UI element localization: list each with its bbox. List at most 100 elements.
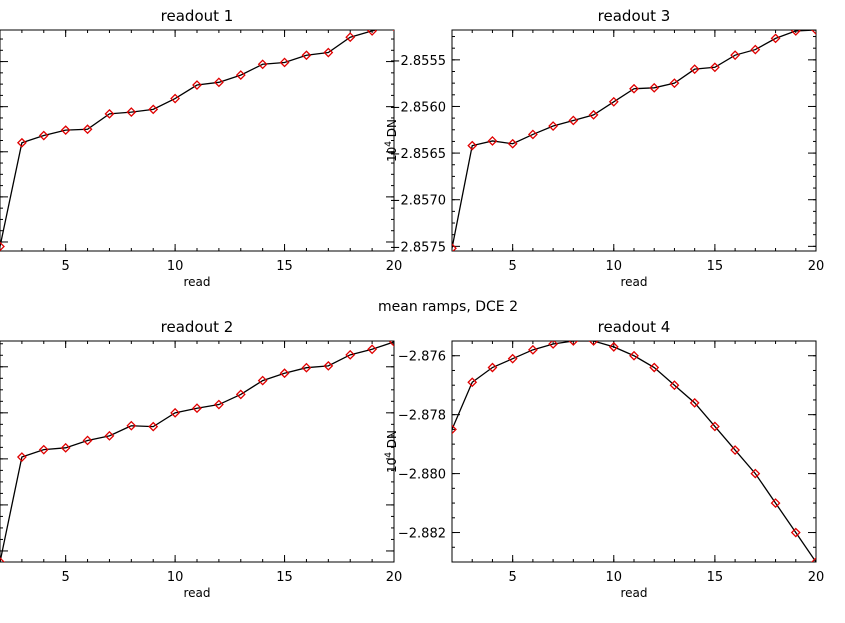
data-point: [452, 243, 457, 251]
data-point: [235, 70, 246, 81]
data-point: [669, 78, 680, 89]
data-point: [60, 125, 71, 136]
y-tick-label: −2.8570: [390, 194, 446, 209]
data-point: [811, 557, 816, 562]
data-point: [213, 399, 224, 410]
y-tick-label: −2.8575: [390, 240, 446, 255]
data-point: [213, 77, 224, 88]
data-point: [126, 107, 137, 118]
data-point: [730, 445, 741, 455]
y-tick-label: −2.8560: [390, 100, 446, 115]
panel-title: readout 1: [161, 7, 234, 25]
data-point: [669, 380, 680, 391]
chart-panel-1: 5101520−2.9000−2.8995−2.8990−2.8985−2.89…: [0, 7, 402, 289]
figure-title: mean ramps, DCE 2: [378, 299, 518, 315]
data-point: [38, 444, 49, 455]
data-point: [104, 430, 115, 441]
x-tick-label: 5: [62, 570, 70, 585]
y-tick-label: −2.8555: [390, 54, 446, 69]
data-point: [568, 341, 579, 346]
data-point: [548, 121, 559, 131]
x-axis-label: read: [183, 586, 210, 600]
panel-title: readout 4: [598, 318, 671, 336]
x-tick-label: 15: [707, 570, 724, 585]
series-group: [0, 30, 394, 251]
x-tick-label: 10: [606, 259, 623, 274]
y-tick-label: −2.8565: [390, 147, 446, 162]
data-point: [649, 362, 660, 373]
data-point: [323, 360, 334, 371]
data-point: [126, 420, 137, 431]
data-point: [16, 137, 27, 148]
data-point: [16, 452, 27, 462]
plot-frame: [0, 340, 395, 563]
data-point: [608, 96, 619, 107]
data-point: [467, 377, 478, 388]
data-point: [750, 468, 761, 479]
series-group: [0, 341, 394, 562]
data-point: [548, 341, 559, 349]
plot-frame: [451, 29, 817, 252]
y-axis-label: 104 DN: [384, 119, 399, 162]
x-tick-label: 20: [808, 259, 825, 274]
y-tick-label: −2.880: [398, 468, 446, 483]
data-point: [689, 64, 700, 75]
data-point: [104, 108, 115, 119]
y-tick-label: −2.882: [398, 527, 446, 542]
x-axis-label: read: [620, 275, 647, 289]
y-tick-label: −2.876: [398, 350, 446, 365]
x-tick-label: 15: [276, 570, 293, 585]
x-tick-label: 10: [606, 570, 623, 585]
data-point: [588, 109, 599, 120]
data-point: [235, 389, 246, 400]
data-point: [790, 527, 801, 538]
data-point: [487, 362, 498, 373]
data-point: [367, 30, 378, 36]
data-point: [467, 140, 478, 151]
data-point: [192, 80, 202, 90]
data-point: [0, 241, 5, 251]
y-axis-label: 104 DN: [384, 430, 399, 473]
data-point: [790, 30, 801, 36]
data-point: [301, 50, 312, 61]
chart-panel-4: 5 10 15 20 −2.882 −2.880 −2.878 −2.876 readout 4…: [384, 318, 824, 600]
x-tick-label: 20: [386, 259, 403, 274]
y-tick-label: −2.878: [398, 409, 446, 424]
data-point: [148, 104, 159, 115]
chart-panel-2: 5 10 15 20 −2.8575 −2.8570 −2.8565 −2.8560 −2.85…: [384, 7, 824, 289]
data-point: [507, 353, 518, 364]
series-group: [452, 30, 816, 251]
data-point: [527, 129, 538, 140]
data-point: [82, 435, 93, 446]
panel-title: readout 2: [161, 318, 234, 336]
data-point: [279, 368, 290, 379]
panel-title: readout 3: [598, 7, 671, 25]
x-tick-label: 10: [167, 570, 184, 585]
data-point: [170, 93, 181, 104]
x-tick-label: 15: [707, 259, 724, 274]
data-point: [323, 47, 334, 58]
data-point: [507, 138, 518, 149]
x-axis-label: read: [620, 586, 647, 600]
x-axis-label: read: [183, 275, 210, 289]
data-point: [689, 397, 700, 408]
data-point: [608, 341, 619, 352]
series-line: [0, 341, 394, 562]
series-line: [452, 341, 816, 562]
data-point: [770, 498, 781, 508]
data-point: [38, 130, 49, 141]
data-point: [770, 33, 781, 44]
data-point: [82, 124, 93, 135]
data-point: [629, 350, 639, 361]
x-tick-label: 5: [62, 259, 70, 274]
data-point: [148, 421, 159, 432]
x-tick-label: 10: [167, 259, 184, 274]
chart-panel-3: 5101520−2.8370−2.8365−2.8360−2.8355−2.83…: [0, 318, 402, 600]
x-tick-label: 20: [386, 570, 403, 585]
data-point: [345, 349, 356, 360]
data-point: [750, 44, 761, 55]
data-point: [629, 83, 639, 94]
data-point: [649, 82, 660, 93]
data-point: [588, 341, 599, 346]
